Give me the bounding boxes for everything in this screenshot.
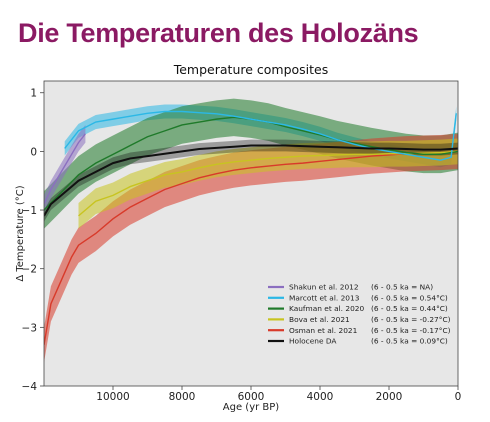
legend-note-shakun: (6 - 0.5 ka = NA) — [371, 283, 433, 292]
y-axis-label: Δ Temperature (°C) — [15, 185, 26, 281]
band-shakun — [44, 124, 86, 213]
y-tick-label: −3 — [22, 322, 37, 334]
slide-title: Die Temperaturen des Holozäns — [18, 18, 419, 48]
x-axis-label: Age (yr BP) — [223, 402, 280, 413]
legend-note-kaufman: (6 - 0.5 ka = 0.44°C) — [371, 304, 448, 313]
legend-name-osman: Osman et al. 2021 — [289, 326, 358, 335]
line-marcott — [64, 110, 457, 161]
legend-name-shakun: Shakun et al. 2012 — [289, 283, 359, 292]
y-tick-label: −4 — [22, 381, 38, 393]
legend-name-kaufman: Kaufman et al. 2020 — [289, 304, 364, 313]
y-tick-label: −2 — [22, 264, 37, 276]
band-bova — [78, 138, 458, 229]
x-tick-label: 2000 — [376, 391, 403, 403]
band-holocene_da — [44, 139, 458, 222]
y-tick-label: 0 — [30, 146, 37, 158]
y-tick-label: 1 — [30, 88, 37, 100]
legend-note-osman: (6 - 0.5 ka = -0.17°C) — [371, 326, 451, 335]
legend-name-marcott: Marcott et al. 2013 — [289, 293, 360, 302]
line-holocene_da — [44, 144, 458, 217]
legend-note-marcott: (6 - 0.5 ka = 0.54°C) — [371, 293, 448, 302]
x-tick-label: 10000 — [96, 391, 129, 403]
legend-name-bova: Bova et al. 2021 — [289, 315, 350, 324]
x-tick-label: 0 — [455, 391, 462, 403]
x-tick-label: 6000 — [238, 391, 265, 403]
x-tick-label: 4000 — [307, 391, 334, 403]
line-shakun — [44, 133, 86, 205]
x-tick-label: 8000 — [169, 391, 196, 403]
series-group — [44, 98, 458, 363]
y-tick-label: −1 — [22, 205, 37, 217]
legend-note-bova: (6 - 0.5 ka = -0.27°C) — [371, 315, 451, 324]
line-osman — [44, 150, 458, 346]
line-bova — [78, 150, 458, 217]
legend-name-holocene_da: Holocene DA — [289, 337, 336, 346]
band-kaufman — [44, 98, 458, 229]
chart-title: Temperature composites — [173, 62, 329, 77]
legend-note-holocene_da: (6 - 0.5 ka = 0.09°C) — [371, 337, 448, 346]
